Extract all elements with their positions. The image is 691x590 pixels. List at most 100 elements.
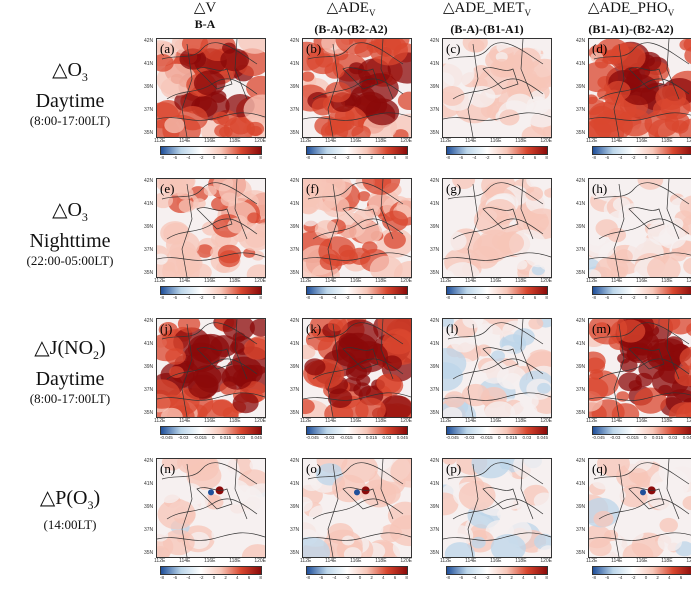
province-boundary (307, 42, 404, 65)
field-cell (163, 261, 176, 272)
coldspot (640, 489, 646, 496)
field-cell (539, 545, 551, 557)
field-cell (157, 192, 174, 209)
field-cell (659, 517, 678, 533)
longitude-tick-label: 118E (229, 558, 241, 564)
province-boundary (380, 39, 394, 100)
latitude-tick-label: 42N (290, 178, 300, 184)
province-boundary (666, 39, 680, 100)
longitude-tick-label: 116E (350, 418, 362, 424)
longitude-tick-row: 112E 114E 116E 118E 120E (586, 558, 691, 564)
field-cell (479, 360, 509, 384)
colorbar-tick-label: 8 (545, 295, 548, 300)
longitude-tick-row: 112E 114E 116E 118E 120E (440, 558, 552, 564)
row-header-3: △J(NO2) Daytime (8:00-17:00LT) (29, 337, 111, 406)
field-cell (679, 39, 691, 51)
province-boundary (613, 323, 625, 417)
colorbar-tick-label: -6 (605, 295, 610, 300)
province-boundary (181, 463, 193, 557)
field-cell (227, 217, 248, 234)
colorbar-tick-label: -0.03 (464, 435, 475, 440)
province-boundary (443, 392, 551, 401)
longitude-tick-label: 114E (325, 138, 337, 144)
field-cell (606, 80, 631, 101)
field-cell (631, 232, 647, 245)
longitude-tick-label: 116E (350, 558, 362, 564)
colorbar-tick-label: 0 (498, 155, 502, 160)
colorbar (446, 286, 548, 295)
colorbar-tick-label: 2 (370, 295, 373, 300)
field-cell (303, 212, 319, 227)
longitude-tick-row: 112E 114E 116E 118E 120E (300, 418, 412, 424)
province-boundary (327, 323, 339, 417)
province-boundary (666, 459, 680, 520)
field-cell (217, 244, 242, 264)
colorbar-tick-label: 2 (510, 575, 513, 580)
colorbar-tick-label: 2 (656, 575, 659, 580)
field-cell (177, 459, 206, 474)
colorbar (306, 426, 408, 435)
province-boundary (593, 182, 690, 205)
province-boundary (307, 462, 404, 485)
province-boundary (307, 322, 404, 345)
field-cell (537, 382, 551, 394)
field-cell (447, 525, 474, 546)
latitude-tick-label: 37N (576, 527, 586, 533)
field-cell (526, 58, 551, 88)
province-boundary (157, 392, 265, 401)
longitude-tick-label: 114E (465, 418, 477, 424)
colorbar-tick-label: -8 (446, 295, 451, 300)
longitude-tick-label: 112E (154, 278, 166, 284)
colorbar-ticks: -0.045 -0.03 -0.015 0 0.015 0.03 0.045 (592, 435, 691, 440)
longitude-tick-label: 116E (636, 278, 648, 284)
map-plot: (k) (302, 318, 412, 418)
province-boundary (157, 532, 265, 541)
province-boundary (196, 67, 233, 90)
field-cell (458, 481, 496, 511)
colorbar-tick-label: 8 (259, 575, 262, 580)
longitude-tick-label: 118E (661, 138, 673, 144)
field-cell (528, 319, 544, 330)
colorbar-tick-label: -8 (306, 155, 311, 160)
map-plot: (p) (442, 458, 552, 558)
field-cell (221, 364, 253, 390)
latitude-tick-label: 35N (430, 130, 440, 136)
map-field (589, 319, 691, 417)
colorbar-tick-label: 0 (497, 435, 501, 440)
field-cell (303, 459, 316, 472)
latitude-tick-label: 41N (144, 61, 154, 67)
field-cell (657, 531, 683, 552)
field-cell (160, 407, 183, 417)
map-panel: 42N 41N 39N 37N 35N (p) 112E 114E 116E 118E 120E -8… (430, 458, 552, 586)
longitude-tick-label: 118E (515, 278, 527, 284)
field-cell (393, 129, 409, 137)
longitude-tick-label: 112E (440, 558, 452, 564)
field-cell (304, 358, 326, 376)
field-cell (532, 39, 551, 51)
longitude-tick-label: 114E (179, 138, 191, 144)
colorbar-tick-label: -8 (306, 575, 311, 580)
longitude-tick-label: 114E (325, 558, 337, 564)
column-header-3: △ADE_METV (B-A)-(B1-A1) (422, 0, 552, 37)
colorbar-ticks: -8 -6 -4 -2 0 2 4 6 8 (306, 575, 408, 580)
colorbar-tick-label: -4 (618, 155, 623, 160)
longitude-tick-row: 112E 114E 116E 118E 120E (154, 418, 266, 424)
field-cell (348, 62, 364, 75)
map-field (443, 319, 551, 417)
province-boundary (327, 463, 339, 557)
field-cell (158, 485, 181, 504)
longitude-tick-label: 112E (300, 558, 312, 564)
longitude-tick-label: 114E (611, 138, 623, 144)
longitude-tick-label: 120E (686, 138, 691, 144)
field-cell (499, 109, 520, 126)
latitude-tick-label: 35N (290, 550, 300, 556)
field-cell (685, 179, 691, 192)
colorbar-tick-label: -8 (592, 295, 597, 300)
latitude-tick-label: 37N (576, 247, 586, 253)
panel-label: (o) (306, 461, 322, 476)
field-cell (610, 489, 626, 502)
longitude-tick-label: 120E (254, 558, 266, 564)
map-plot: (f) (302, 178, 412, 278)
colorbar-tick-label: -6 (173, 575, 178, 580)
longitude-tick-label: 112E (440, 278, 452, 284)
